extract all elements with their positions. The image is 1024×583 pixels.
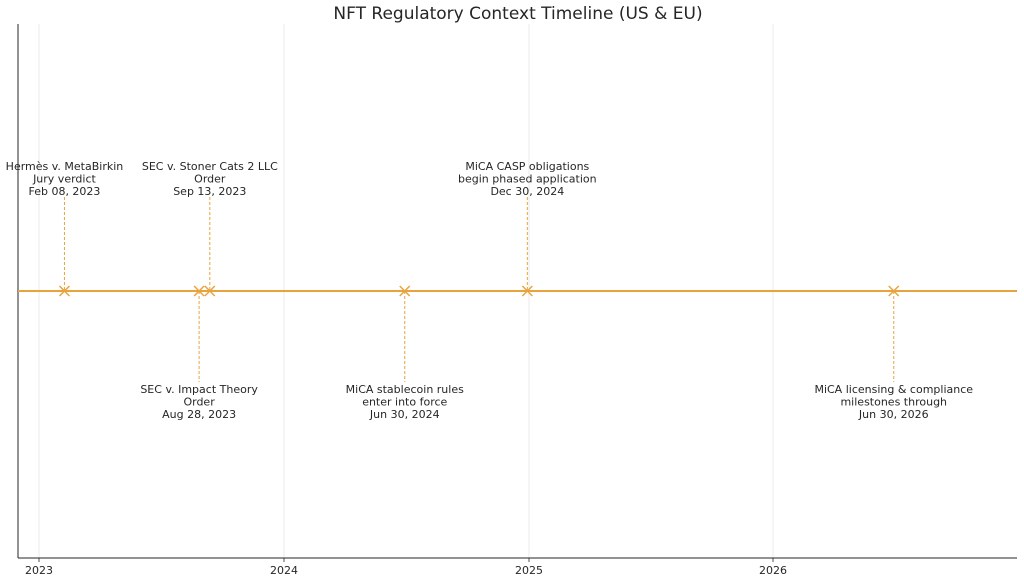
event-marker <box>399 285 411 297</box>
event-label-line: MiCA stablecoin rules <box>346 383 464 396</box>
event-label-line: Dec 30, 2024 <box>490 185 564 198</box>
event-label-line: Aug 28, 2023 <box>162 408 236 421</box>
event-label-line: Order <box>183 396 215 409</box>
event-label-line: Feb 08, 2023 <box>28 185 100 198</box>
event-label-line: SEC v. Stoner Cats 2 LLC <box>142 160 278 173</box>
x-tick-label: 2023 <box>25 564 53 577</box>
event-label-line: Jury verdict <box>32 173 96 186</box>
x-tick-label: 2025 <box>515 564 543 577</box>
event-label: SEC v. Impact Theory Order Aug 28, 2023 <box>140 383 258 421</box>
event-label-line: Jun 30, 2026 <box>858 408 929 421</box>
event-label-line: SEC v. Impact Theory <box>140 383 258 396</box>
timeline-event: SEC v. Impact Theory Order Aug 28, 2023 <box>140 285 258 421</box>
event-label-line: Jun 30, 2024 <box>369 408 440 421</box>
event-label: Hermès v. MetaBirkin Jury verdict Feb 08, … <box>6 160 124 198</box>
timeline-event: MiCA stablecoin rules enter into force Jun… <box>346 285 464 421</box>
events-layer: Hermès v. MetaBirkin Jury verdict Feb 08, … <box>6 160 974 421</box>
event-label-line: begin phased application <box>458 173 597 186</box>
event-marker-stroke <box>399 285 411 297</box>
event-marker-stroke <box>204 285 216 297</box>
event-label: MiCA CASP obligations begin phased applic… <box>458 160 597 198</box>
event-label-line: enter into force <box>362 396 447 409</box>
axes-layer: 2023 2024 2025 2026 <box>17 24 1017 577</box>
timeline-event: SEC v. Stoner Cats 2 LLC Order Sep 13, 202… <box>142 160 278 297</box>
x-tick-label: 2024 <box>270 564 298 577</box>
event-marker-stroke <box>58 285 70 297</box>
x-tick-label: 2026 <box>759 564 787 577</box>
event-label: SEC v. Stoner Cats 2 LLC Order Sep 13, 202… <box>142 160 278 198</box>
event-label-line: Order <box>194 173 226 186</box>
event-marker <box>193 285 205 297</box>
event-label-line: milestones through <box>840 396 947 409</box>
event-label-line: MiCA CASP obligations <box>465 160 589 173</box>
event-label: MiCA stablecoin rules enter into force Jun… <box>346 383 464 421</box>
event-marker-stroke <box>521 285 533 297</box>
event-label: MiCA licensing & compliance milestones th… <box>814 383 973 421</box>
timeline-event: MiCA CASP obligations begin phased applic… <box>458 160 597 297</box>
chart-title: NFT Regulatory Context Timeline (US & EU… <box>333 4 702 24</box>
event-marker <box>58 285 70 297</box>
event-marker-stroke <box>193 285 205 297</box>
event-marker <box>521 285 533 297</box>
event-marker <box>204 285 216 297</box>
event-label-line: Hermès v. MetaBirkin <box>6 160 124 173</box>
timeline-event: Hermès v. MetaBirkin Jury verdict Feb 08, … <box>6 160 124 297</box>
event-marker <box>888 285 900 297</box>
event-label-line: Sep 13, 2023 <box>173 185 246 198</box>
timeline-event: MiCA licensing & compliance milestones th… <box>814 285 973 421</box>
event-marker-stroke <box>888 285 900 297</box>
event-label-line: MiCA licensing & compliance <box>814 383 973 396</box>
